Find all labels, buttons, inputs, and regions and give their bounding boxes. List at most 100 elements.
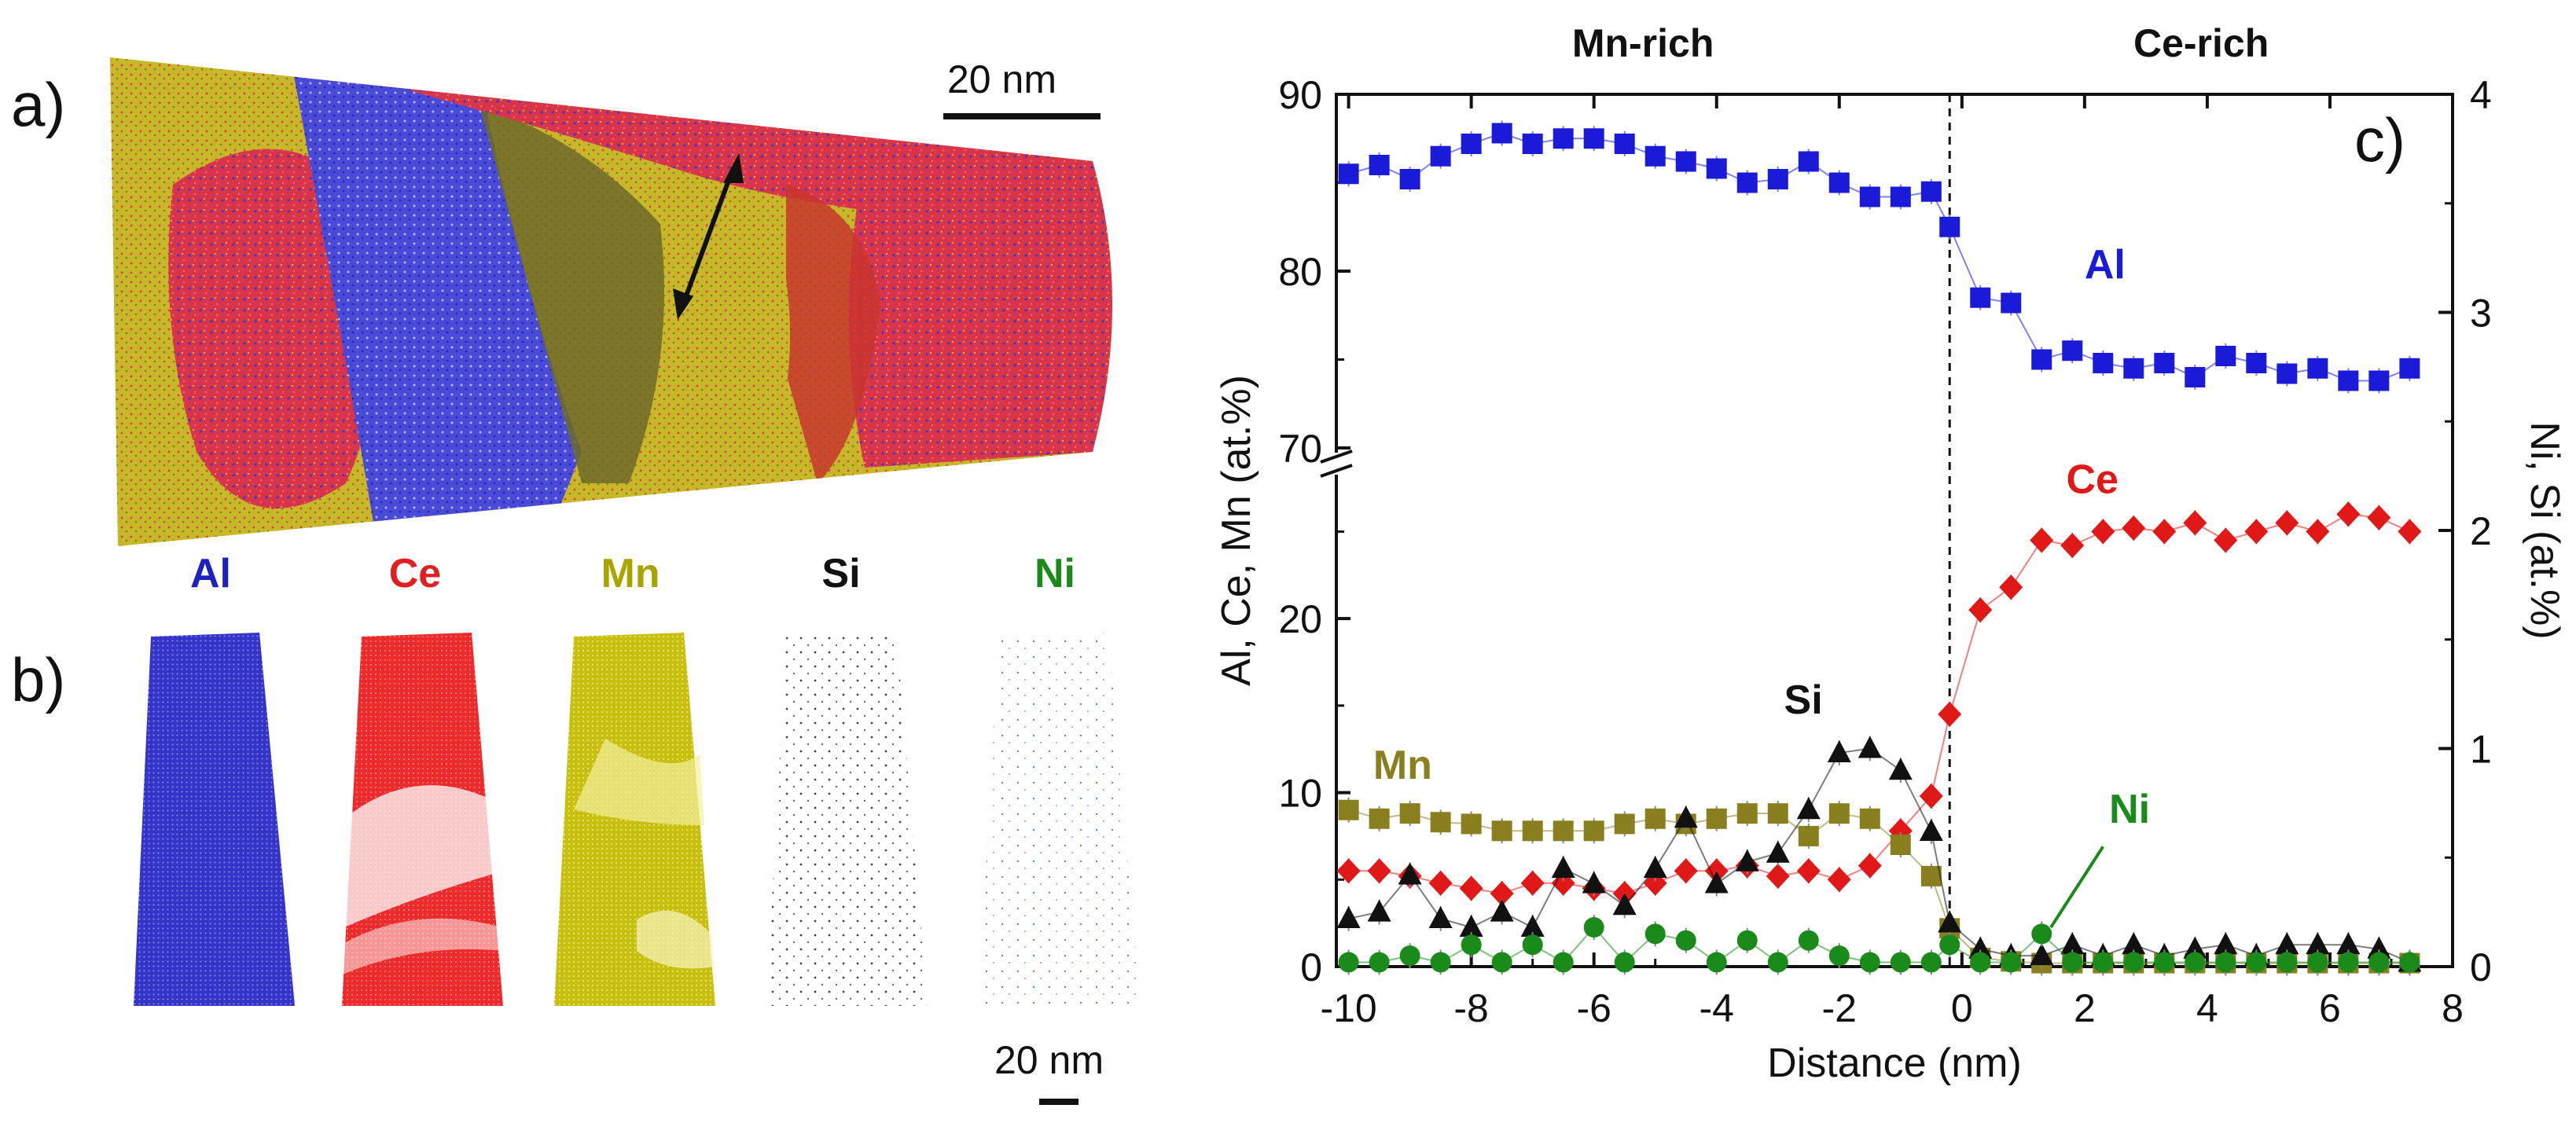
series-al-point	[1644, 145, 1666, 167]
series-si-point	[1858, 736, 1882, 758]
series-ni-point	[1736, 930, 1758, 951]
series-si-point	[2367, 936, 2391, 959]
series-si-point	[2030, 943, 2054, 966]
axis-break-mark-lower	[1320, 464, 1353, 478]
series-ni-point	[1399, 945, 1420, 967]
annotation-mn: Mn	[1373, 743, 1432, 788]
series-ni-point	[2154, 952, 2175, 973]
series-al-point	[2399, 358, 2420, 379]
series-al-point	[2215, 346, 2236, 366]
series-ni-point	[1859, 952, 1880, 973]
series-al-point	[1859, 186, 1880, 207]
si-map	[766, 633, 928, 1006]
map-label-al: Al	[190, 551, 231, 596]
y-right-axis-label: Ni, Si (at.%)	[2522, 421, 2567, 639]
series-ce-point	[2336, 501, 2361, 527]
series-mn-point	[1430, 812, 1451, 833]
series-al-point	[1798, 151, 1819, 172]
x-tick-label: -4	[1700, 986, 1734, 1030]
series-mn-point	[1798, 825, 1819, 846]
series-mn-point	[1736, 803, 1758, 824]
axis-break-mark-upper	[1320, 450, 1353, 464]
series-al-point	[2154, 353, 2175, 373]
series-ni-point	[1583, 917, 1604, 938]
panel-c-composition-profile: Mn-rich Ce-rich -10 -8 -6 -4 -2 0 2 4 6 8 Distance (…	[1214, 21, 2567, 1086]
series-si-point	[1674, 806, 1698, 828]
series-si-point	[1336, 905, 1361, 928]
series-ni-point	[2246, 952, 2267, 973]
y-right-tick-label: 3	[2470, 292, 2492, 336]
series-al-point	[1767, 169, 1788, 189]
series-ni-point	[1522, 934, 1543, 956]
series-al-point	[2185, 367, 2206, 387]
series-mn-point	[1614, 813, 1635, 835]
series-ce-point	[2398, 519, 2422, 545]
series-mn-point	[1828, 803, 1850, 824]
series-ni-point	[1675, 930, 1696, 951]
series-al-point	[1430, 145, 1451, 167]
series-ni-point	[2062, 952, 2083, 973]
series-mn-point	[1859, 808, 1880, 829]
series-al-point	[1369, 155, 1390, 175]
x-tick-label: 2	[2074, 986, 2096, 1030]
series-al-point	[1706, 158, 1727, 179]
y-left-tick-label: 90	[1278, 73, 1322, 117]
series-ni-point	[1890, 952, 1911, 973]
series-al-point	[2277, 363, 2298, 384]
series-ce-point	[1968, 597, 1993, 623]
y-right-tick-label: 1	[2470, 728, 2492, 772]
series-ce-point	[1919, 784, 1943, 809]
series-ni-point	[1491, 952, 1512, 973]
series-al-point	[1583, 128, 1604, 149]
series-al-point	[2368, 370, 2390, 391]
map-label-ce: Ce	[388, 551, 442, 596]
series-al-point	[1970, 287, 1991, 308]
series-ce-point	[1520, 870, 1545, 896]
panel-b-scale-label: 20 nm	[994, 1038, 1104, 1082]
series-mn-point	[1583, 820, 1604, 842]
series-al-point	[1890, 186, 1911, 207]
series-si-point	[2060, 932, 2085, 955]
series-si-point	[1612, 893, 1637, 916]
series-al-point	[1736, 172, 1758, 193]
series-si-point	[1827, 740, 1851, 763]
series-al-line	[1348, 132, 2410, 382]
series-ce-point	[2275, 510, 2299, 536]
panel-b-element-maps	[134, 633, 1140, 1006]
series-al-point	[1399, 169, 1420, 189]
series-si-point	[1367, 899, 1391, 922]
series-si-point	[1796, 797, 1821, 820]
series-ni-point	[1369, 952, 1390, 973]
series-ce-point	[2122, 516, 2146, 541]
series-ni-point	[2368, 952, 2390, 973]
series-ni-point	[1970, 952, 1991, 973]
series-ce-point	[2244, 519, 2269, 545]
series-ce-point	[2367, 505, 2391, 530]
series-al-point	[1939, 216, 1960, 237]
x-tick-label: 6	[2319, 986, 2341, 1030]
x-tick-label: -8	[1453, 986, 1488, 1030]
panel-c-letter: c)	[2354, 105, 2405, 174]
series-al-point	[1828, 172, 1850, 193]
y-left-tick-label: 70	[1278, 427, 1322, 471]
series-si-point	[1735, 849, 1759, 872]
series-ni-point	[2277, 952, 2298, 973]
series-mn-point	[1767, 803, 1788, 824]
y-left-tick-label: 80	[1278, 250, 1322, 294]
series-ni-point	[1706, 952, 1727, 973]
series-al-point	[1461, 134, 1482, 154]
double-arrow-icon	[673, 153, 744, 320]
series-al-point	[1522, 134, 1543, 154]
annotation-al: Al	[2085, 242, 2126, 288]
series-mn-point	[1644, 808, 1666, 829]
y-right-tick-label: 4	[2470, 73, 2492, 117]
series-ce-point	[1674, 858, 1698, 884]
series-ce-point	[2030, 527, 2054, 553]
series-al-point	[1491, 123, 1512, 144]
panel-a-scale-label: 20 nm	[947, 57, 1056, 101]
series-al-point	[2338, 370, 2359, 391]
series-ni-point	[1461, 934, 1482, 956]
series-si-point	[1582, 871, 1606, 894]
series-ni-point	[2031, 923, 2052, 945]
series-mn-point	[1920, 865, 1942, 886]
